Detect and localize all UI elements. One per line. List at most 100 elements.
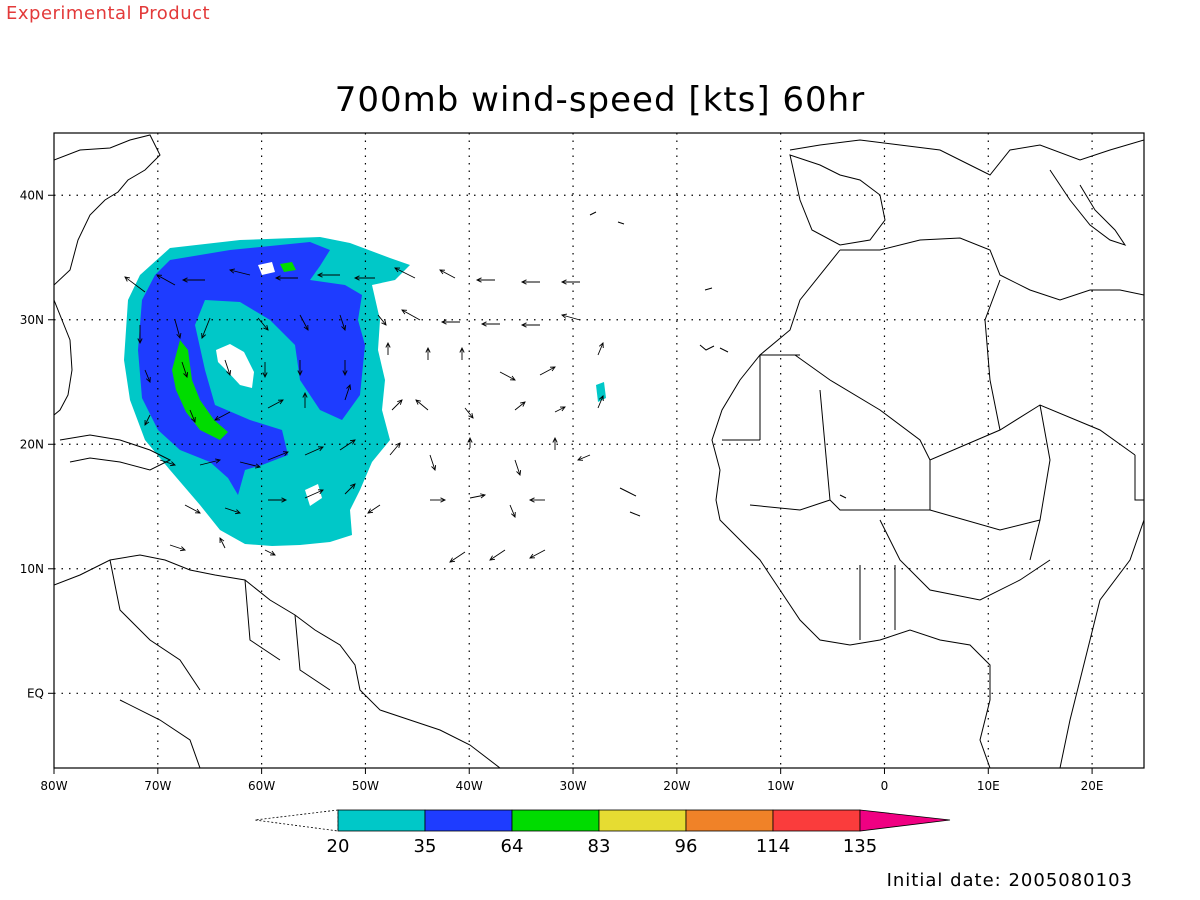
- lon-tick-label: 10W: [767, 779, 794, 793]
- wind-calm-patch: [258, 262, 275, 275]
- wind-vectors: [124, 267, 604, 563]
- wind-arrow: [144, 414, 151, 426]
- wind-arrow: [199, 458, 222, 466]
- lon-tick-label: 10E: [977, 779, 1000, 793]
- wind-arrow: [577, 454, 591, 461]
- legend-box-83-96: [598, 809, 687, 832]
- africa-borders: [722, 279, 1144, 640]
- lat-tick-label: EQ: [27, 686, 44, 700]
- legend-box-20-35: [337, 809, 426, 832]
- lon-tick-label: 0: [881, 779, 889, 793]
- initial-date: Initial date: 2005080103: [886, 870, 1133, 891]
- wind-speed-field: [124, 237, 606, 546]
- north-america-coast: [54, 134, 161, 286]
- lon-tick-label: 60W: [248, 779, 275, 793]
- wind-arrow: [214, 411, 231, 421]
- legend-box-64-83: [511, 809, 600, 832]
- experimental-product-label: Experimental Product: [6, 3, 211, 24]
- wind-arrow: [554, 406, 566, 413]
- wind-arrow: [299, 314, 309, 331]
- wind-arrow: [169, 544, 186, 552]
- wind-arrow: [189, 409, 196, 423]
- wind-contour-35kt: [138, 242, 365, 495]
- wind-arrow: [469, 493, 487, 499]
- legend-label-64: 64: [501, 836, 524, 857]
- lat-tick-label: 20N: [20, 437, 44, 451]
- wind-arrow: [181, 361, 189, 378]
- wind-arrow: [560, 279, 580, 285]
- legend-box-35-64: [424, 809, 513, 832]
- wind-arrow: [159, 459, 176, 467]
- wind-arrow: [257, 317, 269, 331]
- wind-arrow: [353, 275, 375, 281]
- wind-arrow: [137, 325, 143, 345]
- wind-arrow: [385, 341, 391, 355]
- wind-contour-20kt-east: [596, 382, 606, 402]
- wind-arrow: [262, 362, 268, 379]
- lon-tick-label: 20E: [1081, 779, 1104, 793]
- legend-upper-triangle: [859, 809, 951, 832]
- wind-arrow: [459, 346, 465, 360]
- south-america-borders: [109, 559, 331, 768]
- wind-arrow: [597, 342, 604, 356]
- wind-arrow: [264, 549, 276, 556]
- wind-arrow: [156, 274, 176, 286]
- wind-arrow: [339, 314, 347, 331]
- wind-arrow: [389, 442, 401, 456]
- wind-arrow: [415, 399, 429, 411]
- wind-arrow: [228, 268, 251, 276]
- wind-arrow: [377, 314, 387, 326]
- wind-arrow: [304, 489, 324, 499]
- legend-label-96: 96: [675, 836, 698, 857]
- wind-arrow: [467, 436, 473, 448]
- wind-arrow: [224, 507, 241, 515]
- wind-calm-eye: [216, 344, 254, 388]
- wind-arrow: [529, 549, 546, 559]
- lat-tick-label: 30N: [20, 313, 44, 327]
- wind-arrow: [367, 504, 381, 514]
- wind-arrow: [316, 272, 340, 278]
- wind-arrow: [480, 321, 500, 327]
- color-legend: 20 35 64 83 96 114 135: [254, 809, 951, 857]
- lon-tick-label: 70W: [144, 779, 171, 793]
- wind-arrow: [304, 446, 324, 456]
- wind-arrow: [520, 279, 540, 285]
- wind-arrow: [391, 399, 403, 411]
- wind-arrow: [267, 399, 284, 409]
- wind-arrow: [528, 497, 545, 503]
- wind-arrow: [475, 277, 495, 283]
- axes: 80W 70W 60W 50W 40W 30W 20W 10W 0 10E 20E EQ 10N 20N 3…: [20, 188, 1104, 793]
- legend-label-83: 83: [588, 836, 611, 857]
- wind-arrow: [274, 275, 298, 281]
- wind-arrow: [425, 346, 431, 360]
- wind-arrow: [509, 504, 516, 518]
- wind-contour-64kt-patch: [280, 262, 296, 272]
- legend-label-114: 114: [756, 836, 790, 857]
- plot-frame: [53, 132, 1145, 769]
- legend-lower-triangle: [254, 809, 339, 832]
- legend-box-96-114: [685, 809, 774, 832]
- wind-arrow: [339, 439, 356, 451]
- wind-arrow: [344, 483, 356, 495]
- italy: [1049, 169, 1127, 246]
- coastlines: [54, 134, 1144, 768]
- africa-east-coast: [1059, 480, 1144, 768]
- wind-calm-patch-2: [305, 484, 322, 506]
- wind-arrow: [449, 551, 466, 563]
- wind-arrow: [297, 360, 303, 377]
- wind-arrow: [201, 317, 211, 339]
- wind-arrow: [561, 313, 581, 321]
- wind-arrow: [219, 537, 226, 549]
- wind-arrow: [464, 407, 474, 419]
- lat-tick-label: 40N: [20, 188, 44, 202]
- lon-tick-label: 40W: [456, 779, 483, 793]
- wind-arrow: [514, 459, 522, 476]
- wind-arrow: [181, 277, 205, 283]
- wind-arrow: [302, 391, 308, 408]
- wind-arrow: [268, 497, 288, 503]
- europe-coast: [789, 139, 1144, 176]
- lon-tick-label: 30W: [559, 779, 586, 793]
- legend-label-35: 35: [414, 836, 437, 857]
- legend-label-135: 135: [843, 836, 877, 857]
